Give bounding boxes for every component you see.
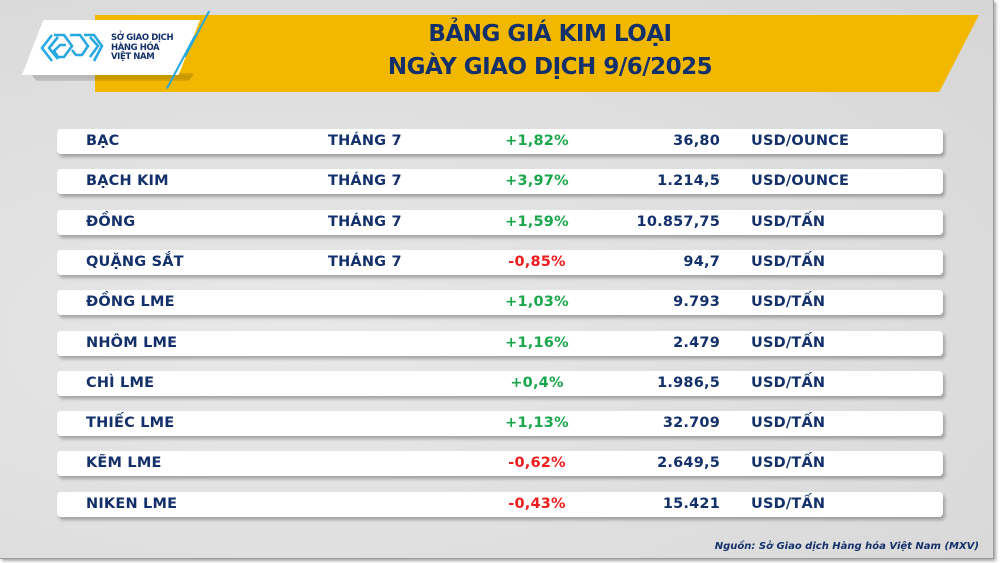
logo-line-2: HÀNG HÓA [111, 42, 160, 53]
table-row: CHÌ LME +0,4% 1.986,5 USD/TẤN [57, 371, 943, 396]
table-row: KẼM LME -0,62% 2.649,5 USD/TẤN [57, 451, 943, 476]
commodity-name: BẠCH KIM [86, 173, 169, 189]
change-percent: +1,03% [505, 294, 569, 310]
price-unit: USD/TẤN [751, 415, 826, 431]
commodity-name: KẼM LME [86, 455, 162, 471]
price-unit: USD/TẤN [751, 294, 826, 310]
price-value: 15.421 [662, 496, 720, 512]
logo-text: SỞ GIAO DỊCH HÀNG HÓA VIỆT NAM [111, 33, 174, 63]
price-value: 32.709 [662, 415, 720, 431]
price-unit: USD/TẤN [751, 375, 826, 391]
change-percent: +1,13% [505, 415, 569, 431]
contract-month: THÁNG 7 [328, 254, 402, 270]
commodity-name: NIKEN LME [86, 496, 178, 512]
commodity-name: ĐỒNG [86, 214, 136, 230]
commodity-name: NHÔM LME [86, 335, 178, 351]
change-percent: -0,43% [508, 496, 566, 512]
price-unit: USD/TẤN [751, 496, 826, 512]
table-row: NHÔM LME +1,16% 2.479 USD/TẤN [57, 331, 943, 356]
table-row: THIẾC LME +1,13% 32.709 USD/TẤN [57, 411, 943, 436]
logo-line-3: VIỆT NAM [111, 52, 155, 62]
contract-month: THÁNG 7 [328, 214, 402, 230]
commodity-name: ĐỒNG LME [86, 294, 175, 310]
commodity-name: BẠC [86, 133, 120, 149]
logo-line-1: SỞ GIAO DỊCH [111, 33, 174, 43]
table-row: BẠC THÁNG 7 +1,82% 36,80 USD/OUNCE [57, 129, 943, 154]
price-unit: USD/OUNCE [751, 133, 850, 149]
logo-card [22, 20, 200, 75]
change-percent: +1,82% [505, 133, 569, 149]
change-percent: -0,85% [508, 254, 566, 270]
price-value: 9.793 [673, 294, 720, 310]
title-banner [95, 15, 979, 92]
commodity-name: QUẶNG SẮT [86, 254, 184, 270]
change-percent: +0,4% [510, 375, 564, 391]
price-value: 1.986,5 [657, 375, 720, 391]
table-row: ĐỒNG LME +1,03% 9.793 USD/TẤN [57, 290, 943, 315]
price-unit: USD/OUNCE [751, 173, 850, 189]
source-note: Nguồn: Sở Giao dịch Hàng hóa Việt Nam (M… [714, 541, 979, 552]
title-line-1: BẢNG GIÁ KIM LOẠI [428, 21, 672, 47]
contract-month: THÁNG 7 [328, 173, 402, 189]
change-percent: +1,59% [505, 214, 569, 230]
price-value: 2.649,5 [657, 455, 720, 471]
price-value: 10.857,75 [636, 214, 720, 230]
page-title: BẢNG GIÁ KIM LOẠI NGÀY GIAO DỊCH 9/6/202… [250, 18, 850, 84]
price-unit: USD/TẤN [751, 455, 826, 471]
table-row: ĐỒNG THÁNG 7 +1,59% 10.857,75 USD/TẤN [57, 210, 943, 235]
price-unit: USD/TẤN [751, 254, 826, 270]
mxv-logo-icon [40, 33, 108, 68]
price-value: 1.214,5 [657, 173, 720, 189]
change-percent: -0,62% [508, 455, 566, 471]
table-row: NIKEN LME -0,43% 15.421 USD/TẤN [57, 492, 943, 517]
commodity-name: CHÌ LME [86, 375, 155, 391]
change-percent: +1,16% [505, 335, 569, 351]
price-unit: USD/TẤN [751, 335, 826, 351]
logo-shadow [30, 73, 195, 81]
change-percent: +3,97% [505, 173, 569, 189]
price-value: 36,80 [673, 133, 720, 149]
price-unit: USD/TẤN [751, 214, 826, 230]
commodity-name: THIẾC LME [86, 415, 175, 431]
price-value: 94,7 [683, 254, 720, 270]
contract-month: THÁNG 7 [328, 133, 402, 149]
table-row: BẠCH KIM THÁNG 7 +3,97% 1.214,5 USD/OUNCE [57, 169, 943, 194]
table-row: QUẶNG SẮT THÁNG 7 -0,85% 94,7 USD/TẤN [57, 250, 943, 275]
title-line-2: NGÀY GIAO DỊCH 9/6/2025 [387, 54, 713, 80]
price-value: 2.479 [673, 335, 720, 351]
